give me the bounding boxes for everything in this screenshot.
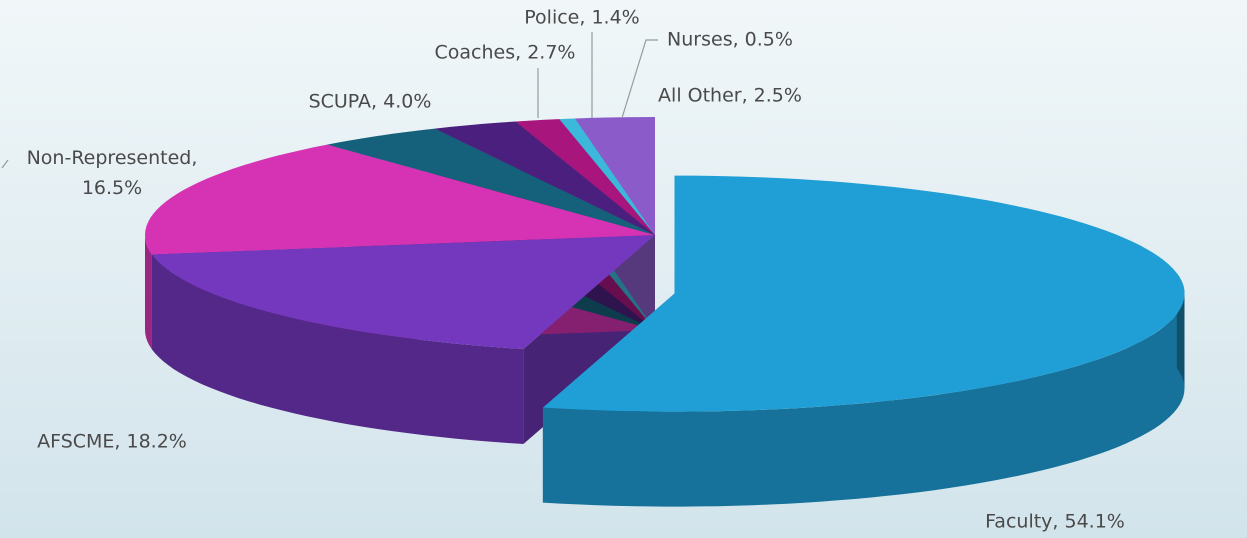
leader-lines	[1, 32, 658, 169]
pie	[145, 117, 1185, 507]
slice	[575, 117, 655, 235]
data-label: SCUPA, 4.0%	[309, 91, 432, 113]
data-label: Nurses, 0.5%	[667, 29, 793, 51]
labels: Faculty, 54.1% AFSCME, 18.2% Non-Represent…	[27, 7, 1125, 533]
leader-line	[1, 159, 9, 169]
slice	[434, 121, 655, 235]
leader-line	[621, 39, 658, 119]
slice-side	[542, 293, 1185, 507]
slice	[542, 175, 1185, 412]
slice	[515, 119, 655, 235]
slice	[327, 128, 655, 235]
data-label: Police, 1.4%	[524, 7, 639, 29]
slice-side	[145, 235, 152, 350]
slice	[151, 235, 655, 349]
data-label: Faculty, 54.1%	[985, 511, 1125, 533]
slice	[559, 118, 655, 235]
slice-side	[151, 254, 524, 444]
data-label: All Other, 2.5%	[658, 85, 802, 107]
data-label: Non-Represented, 16.5%	[27, 147, 198, 199]
data-label: Coaches, 2.7%	[435, 42, 576, 64]
slice	[145, 144, 655, 255]
data-label: AFSCME, 18.2%	[37, 431, 187, 453]
